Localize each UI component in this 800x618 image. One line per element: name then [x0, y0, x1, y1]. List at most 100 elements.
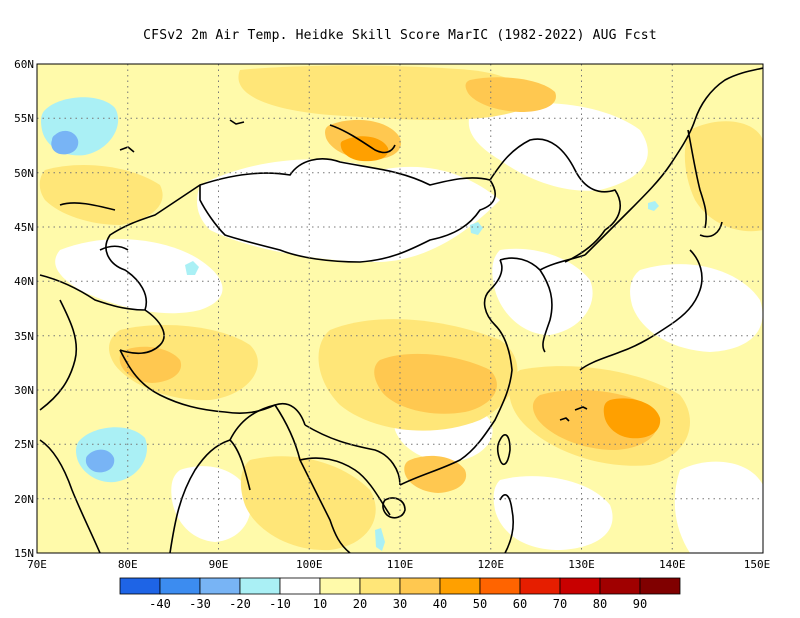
field-neg-small2 [470, 222, 483, 235]
border-indochina-2 [299, 457, 391, 516]
coast-sakhalin [687, 129, 707, 229]
coast-lake-baikal [329, 124, 396, 154]
colorbar-labels: -40 -30 -20 -10 10 20 30 40 50 60 70 80 90 [149, 597, 647, 611]
lon-tick-70: 70E [27, 558, 47, 571]
colorbar-label: 50 [473, 597, 487, 611]
coast-korea [499, 257, 553, 353]
field-30-china-central [374, 353, 497, 414]
colorbar-label: 70 [553, 597, 567, 611]
colorbar [119, 577, 681, 595]
lat-tick-25: 25N [14, 438, 34, 451]
colorbar-swatch [399, 577, 441, 595]
colorbar-swatch [559, 577, 601, 595]
border-central-asia [39, 274, 165, 355]
field-neg-west-north-20 [51, 130, 79, 155]
border-kaz-china [105, 184, 201, 311]
colorbar-swatch [599, 577, 641, 595]
colorbar-label: 30 [393, 597, 407, 611]
colorbar-label: -30 [189, 597, 211, 611]
field-white-bay [171, 466, 251, 542]
lon-tick-150: 150E [744, 558, 771, 571]
border-china-russia-ne [489, 138, 621, 263]
border-himalaya [119, 349, 306, 426]
skill-field [37, 64, 763, 553]
field-neg-small1 [185, 261, 199, 275]
border-mongolia [199, 158, 496, 263]
colorbar-swatch [279, 577, 321, 595]
colorbar-label: -10 [269, 597, 291, 611]
coast-japan [579, 249, 703, 371]
coast-china-east [399, 259, 513, 486]
lat-tick-30: 30N [14, 384, 34, 397]
field-30-north1 [465, 77, 556, 112]
field-40-north [340, 136, 389, 162]
coast-philippines [499, 494, 514, 553]
coast-lake-balkhash [99, 245, 129, 251]
colorbar-label: 80 [593, 597, 607, 611]
coast-islands-2 [574, 406, 588, 411]
lat-tick-15: 15N [14, 547, 34, 560]
colorbar-label: 10 [313, 597, 327, 611]
colorbar-label: -40 [149, 597, 171, 611]
lon-tick-120: 120E [478, 558, 505, 571]
field-30-south [404, 455, 467, 493]
field-neg-india-20 [85, 449, 115, 473]
graticule [37, 64, 763, 553]
colorbar-label: -20 [229, 597, 251, 611]
lon-tick-80: 80E [118, 558, 138, 571]
coast-russia-east [584, 119, 696, 256]
lon-tick-90: 90E [209, 558, 229, 571]
field-neg-small4 [648, 201, 659, 211]
border-china-south [304, 424, 401, 486]
lat-tick-40: 40N [14, 275, 34, 288]
field-40-east [603, 398, 661, 439]
lat-tick-45: 45N [14, 221, 34, 234]
coast-islands-1 [559, 417, 570, 422]
colorbar-swatch [639, 577, 681, 595]
coastlines-borders [39, 67, 763, 553]
field-20-north [238, 65, 528, 120]
field-white-mongolia [197, 159, 500, 262]
colorbar-swatch [199, 577, 241, 595]
lat-tick-60: 60N [14, 58, 34, 71]
coast-islands-3 [229, 119, 245, 125]
field-white-pacific-s [674, 461, 763, 553]
colorbar-swatch [479, 577, 521, 595]
colorbar-swatch [159, 577, 201, 595]
colorbar-swatch [239, 577, 281, 595]
colorbar-swatch [519, 577, 561, 595]
colorbar-label: 40 [433, 597, 447, 611]
lat-tick-20: 20N [14, 493, 34, 506]
coast-hainan [382, 497, 406, 519]
colorbar-label: 90 [633, 597, 647, 611]
field-20-indochina [240, 456, 376, 551]
coast-india-west [39, 439, 101, 553]
field-neg-small3 [375, 528, 385, 551]
lat-ticks: 60N 55N 50N 45N 40N 35N 30N 25N 20N 15N [14, 58, 34, 560]
field-white-scs [493, 476, 613, 550]
lon-tick-140: 140E [659, 558, 686, 571]
colorbar-swatch [319, 577, 361, 595]
colorbar-swatch [359, 577, 401, 595]
colorbar-swatch [119, 577, 161, 595]
border-india-pak [39, 299, 78, 411]
border-korea [539, 254, 586, 271]
field-white-korea [492, 248, 593, 335]
lat-tick-55: 55N [14, 112, 34, 125]
lon-tick-110: 110E [387, 558, 414, 571]
coast-hokkaido [699, 221, 723, 238]
lat-tick-35: 35N [14, 330, 34, 343]
colorbar-label: 60 [513, 597, 527, 611]
colorbar-swatch [439, 577, 481, 595]
chart-title: CFSv2 2m Air Temp. Heidke Skill Score Ma… [143, 28, 657, 43]
coast-bay-bengal [169, 439, 251, 553]
coast-taiwan [496, 434, 511, 466]
coast-aral [59, 202, 116, 211]
colorbar-label: 20 [353, 597, 367, 611]
field-20-kaz [39, 165, 163, 225]
lat-tick-50: 50N [14, 167, 34, 180]
plot-frame [36, 63, 764, 554]
lon-ticks: 70E 80E 90E 100E 110E 120E 130E 140E 150… [27, 558, 770, 571]
field-white-west [55, 239, 223, 314]
